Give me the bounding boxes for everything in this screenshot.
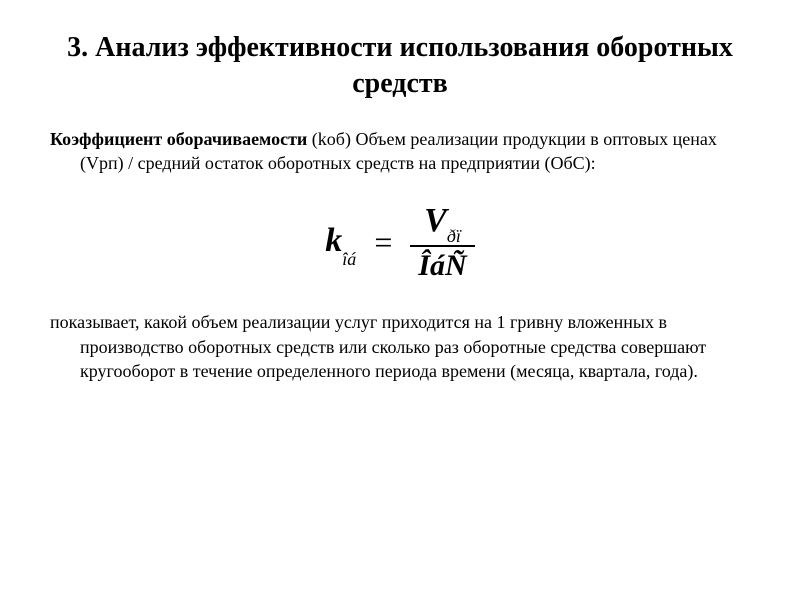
section-title: 3. Анализ эффективности использования об… bbox=[50, 30, 750, 103]
formula-equals: = bbox=[374, 224, 392, 261]
formula-num-var: V bbox=[424, 202, 447, 239]
term-bold: Коэффициент оборачиваемости bbox=[50, 129, 307, 149]
paragraph-definition: Коэффициент оборачиваемости (kоб) Объем … bbox=[50, 127, 750, 176]
formula-lhs-sub: îá bbox=[342, 249, 356, 269]
formula-den-text: ÎáÑ bbox=[418, 249, 466, 282]
formula-lhs: kîá bbox=[325, 222, 356, 264]
formula-denominator: ÎáÑ bbox=[410, 247, 474, 285]
formula-container: kîá = Vðï ÎáÑ bbox=[50, 200, 750, 285]
formula: kîá = Vðï ÎáÑ bbox=[325, 200, 474, 285]
formula-lhs-var: k bbox=[325, 222, 342, 259]
formula-fraction: Vðï ÎáÑ bbox=[410, 200, 474, 285]
formula-numerator: Vðï bbox=[416, 200, 469, 245]
paragraph-explanation: показывает, какой объем реализации услуг… bbox=[50, 310, 750, 383]
formula-num-sub: ðï bbox=[447, 226, 461, 246]
